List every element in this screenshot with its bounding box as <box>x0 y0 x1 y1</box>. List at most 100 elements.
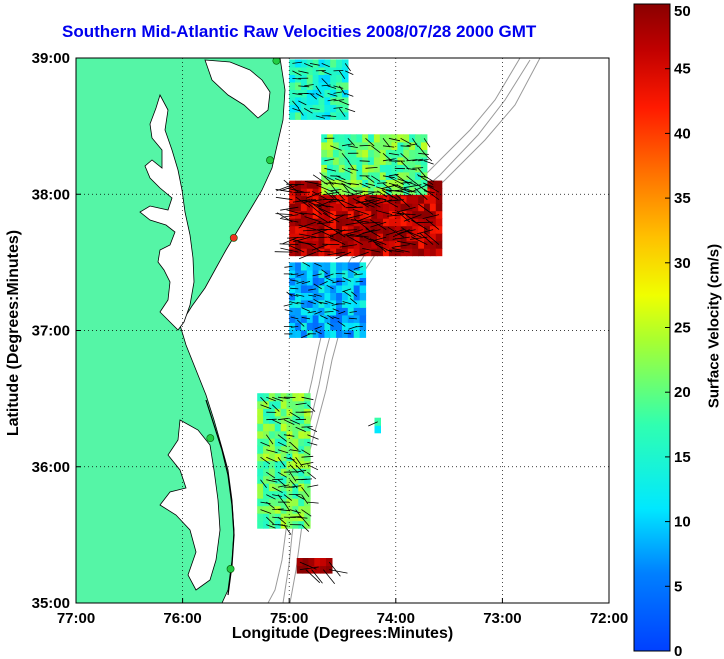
velocity-cell <box>306 74 314 83</box>
velocity-cell <box>306 195 314 204</box>
velocity-arrow <box>398 206 416 213</box>
velocity-cell <box>318 203 325 212</box>
velocity-cell <box>336 89 343 98</box>
velocity-arrow <box>277 417 289 421</box>
velocity-cell <box>330 66 337 75</box>
velocity-cell <box>359 292 367 301</box>
velocity-cell <box>286 430 293 439</box>
velocity-cell <box>263 423 270 432</box>
velocity-arrow <box>266 501 275 509</box>
velocity-cell <box>391 134 398 143</box>
station-marker <box>266 156 274 165</box>
velocity-cell <box>300 329 308 338</box>
velocity-cell <box>368 179 375 188</box>
velocity-arrow <box>321 78 328 85</box>
velocity-arrow <box>304 180 322 186</box>
velocity-cell <box>362 134 369 143</box>
velocity-cell <box>289 307 296 316</box>
velocity-arrow <box>315 93 324 98</box>
velocity-arrow <box>296 302 305 305</box>
velocity-cell <box>286 423 293 432</box>
velocity-cell <box>409 156 416 165</box>
velocity-cell <box>394 210 402 219</box>
velocity-arrow <box>406 190 417 193</box>
velocity-arrow <box>266 456 278 463</box>
velocity-cell <box>304 513 311 522</box>
velocity-arrow <box>362 229 381 234</box>
velocity-cell <box>257 415 264 424</box>
velocity-arrow <box>316 204 334 208</box>
velocity-arrow <box>395 194 410 208</box>
velocity-arrow <box>309 108 320 110</box>
velocity-arrow <box>277 434 287 442</box>
velocity-arrow <box>311 244 328 251</box>
velocity-arrow <box>388 182 401 187</box>
velocity-arrow <box>382 152 393 162</box>
velocity-arrow <box>324 190 335 199</box>
velocity-cell <box>318 218 325 227</box>
velocity-cell <box>342 314 349 323</box>
velocity-cell <box>353 210 361 219</box>
velocity-arrow <box>353 190 365 192</box>
velocity-arrow <box>368 421 378 427</box>
velocity-arrow <box>376 190 388 198</box>
velocity-arrow <box>410 184 428 193</box>
velocity-cell <box>324 284 331 293</box>
velocity-arrow <box>272 419 282 425</box>
velocity-cell <box>353 248 361 257</box>
velocity-arrow <box>386 249 404 253</box>
velocity-cell <box>324 322 331 331</box>
velocity-cell <box>409 164 416 173</box>
velocity-cell <box>409 171 416 180</box>
y-tick-label: 37:00 <box>32 323 70 340</box>
velocity-cell <box>336 210 343 219</box>
velocity-arrow <box>290 326 299 328</box>
velocity-cell <box>365 240 372 249</box>
velocity-cell <box>332 156 340 165</box>
velocity-arrow <box>319 281 328 286</box>
velocity-arrow <box>260 479 267 488</box>
velocity-arrow <box>324 300 334 305</box>
velocity-cell <box>412 195 419 204</box>
velocity-cell <box>400 195 408 204</box>
velocity-cell <box>324 329 331 338</box>
velocity-arrow <box>307 471 317 480</box>
velocity-cell <box>289 225 296 234</box>
velocity-arrow <box>271 404 280 412</box>
velocity-cell <box>300 262 308 271</box>
velocity-cell <box>362 179 369 188</box>
velocity-arrow <box>282 236 299 245</box>
velocity-cell <box>359 262 367 271</box>
velocity-cell <box>429 195 437 204</box>
velocity-cell <box>321 141 328 150</box>
velocity-arrow <box>279 218 299 223</box>
velocity-cell <box>373 141 381 150</box>
velocity-arrow <box>423 138 431 148</box>
colorbar <box>633 3 671 652</box>
velocity-cell <box>308 558 315 567</box>
velocity-arrow <box>313 294 322 297</box>
velocity-cell <box>324 203 331 212</box>
velocity-cell <box>353 269 361 278</box>
velocity-cell <box>286 400 293 409</box>
velocity-arrow <box>400 153 409 161</box>
velocity-arrow <box>266 471 276 479</box>
velocity-cell <box>342 74 349 83</box>
velocity-cell <box>295 248 302 257</box>
velocity-arrow <box>406 167 417 171</box>
velocity-arrow <box>355 199 375 204</box>
velocity-arrow <box>324 158 335 162</box>
velocity-cell <box>388 240 396 249</box>
velocity-cell <box>295 292 302 301</box>
velocity-arrows <box>260 61 440 585</box>
velocity-arrow <box>283 524 292 535</box>
velocity-cell <box>353 284 361 293</box>
station-marker <box>206 434 215 443</box>
velocity-cell <box>347 195 355 204</box>
velocity-arrow <box>373 241 387 253</box>
velocity-arrow <box>288 244 305 253</box>
colorbar-tick-label: 10 <box>674 514 691 531</box>
velocity-arrow <box>365 182 375 187</box>
velocity-cell <box>295 210 302 219</box>
velocity-cell <box>359 284 367 293</box>
